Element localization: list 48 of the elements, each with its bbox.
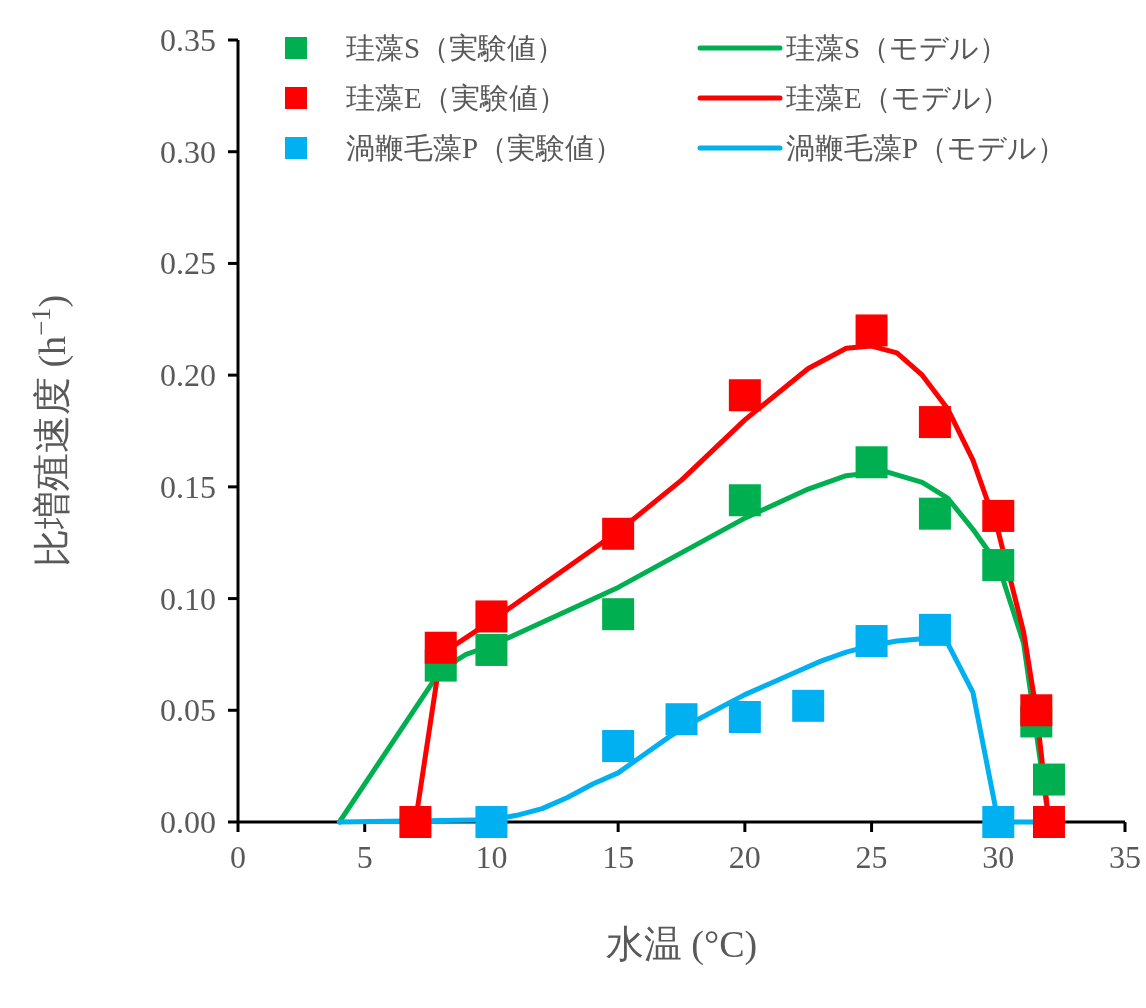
point xyxy=(918,406,951,439)
point xyxy=(424,631,457,664)
legend-label: 珪藻E（モデル） xyxy=(786,82,1010,114)
point xyxy=(1032,806,1065,838)
point xyxy=(855,314,888,347)
point xyxy=(602,730,635,763)
point xyxy=(399,806,432,838)
point xyxy=(475,600,508,633)
y-tick-label: 0.10 xyxy=(160,580,216,617)
x-tick-label: 35 xyxy=(1109,839,1141,875)
legend-label: 珪藻S（実験値） xyxy=(346,32,566,64)
x-axis-title: 水温 (°C) xyxy=(605,923,758,966)
point xyxy=(855,625,888,658)
legend-label: 渦鞭毛藻P（モデル） xyxy=(786,132,1067,164)
legend-label: 珪藻E（実験値） xyxy=(346,82,567,114)
point xyxy=(475,806,508,838)
legend-label: 渦鞭毛藻P（実験値） xyxy=(346,132,624,164)
point xyxy=(602,517,635,550)
point xyxy=(982,499,1015,532)
point xyxy=(728,700,761,733)
legend-label: 珪藻S（モデル） xyxy=(786,32,1009,64)
point xyxy=(982,549,1015,582)
y-tick-label: 0.05 xyxy=(160,692,216,729)
point xyxy=(982,806,1015,838)
point xyxy=(792,689,825,722)
y-tick-label: 0.20 xyxy=(160,357,216,394)
x-tick-label: 20 xyxy=(728,839,761,875)
x-tick-label: 25 xyxy=(855,839,888,875)
point xyxy=(1020,694,1053,727)
point xyxy=(602,598,635,631)
y-tick-label: 0.15 xyxy=(160,468,216,505)
point xyxy=(855,446,888,479)
y-tick-label: 0.30 xyxy=(160,133,216,170)
x-tick-label: 15 xyxy=(602,839,635,875)
point xyxy=(665,703,698,736)
point xyxy=(728,484,761,517)
x-tick-label: 0 xyxy=(230,839,246,875)
y-tick-label: 0.25 xyxy=(160,245,216,282)
x-tick-label: 10 xyxy=(475,839,508,875)
point xyxy=(918,613,951,646)
y-tick-label: 0.00 xyxy=(160,804,216,840)
y-tick-label: 0.35 xyxy=(160,22,216,58)
point xyxy=(475,633,508,666)
x-tick-label: 30 xyxy=(982,839,1015,875)
x-tick-label: 5 xyxy=(356,839,373,875)
point xyxy=(728,379,761,412)
point xyxy=(918,497,951,530)
point xyxy=(1032,763,1065,796)
